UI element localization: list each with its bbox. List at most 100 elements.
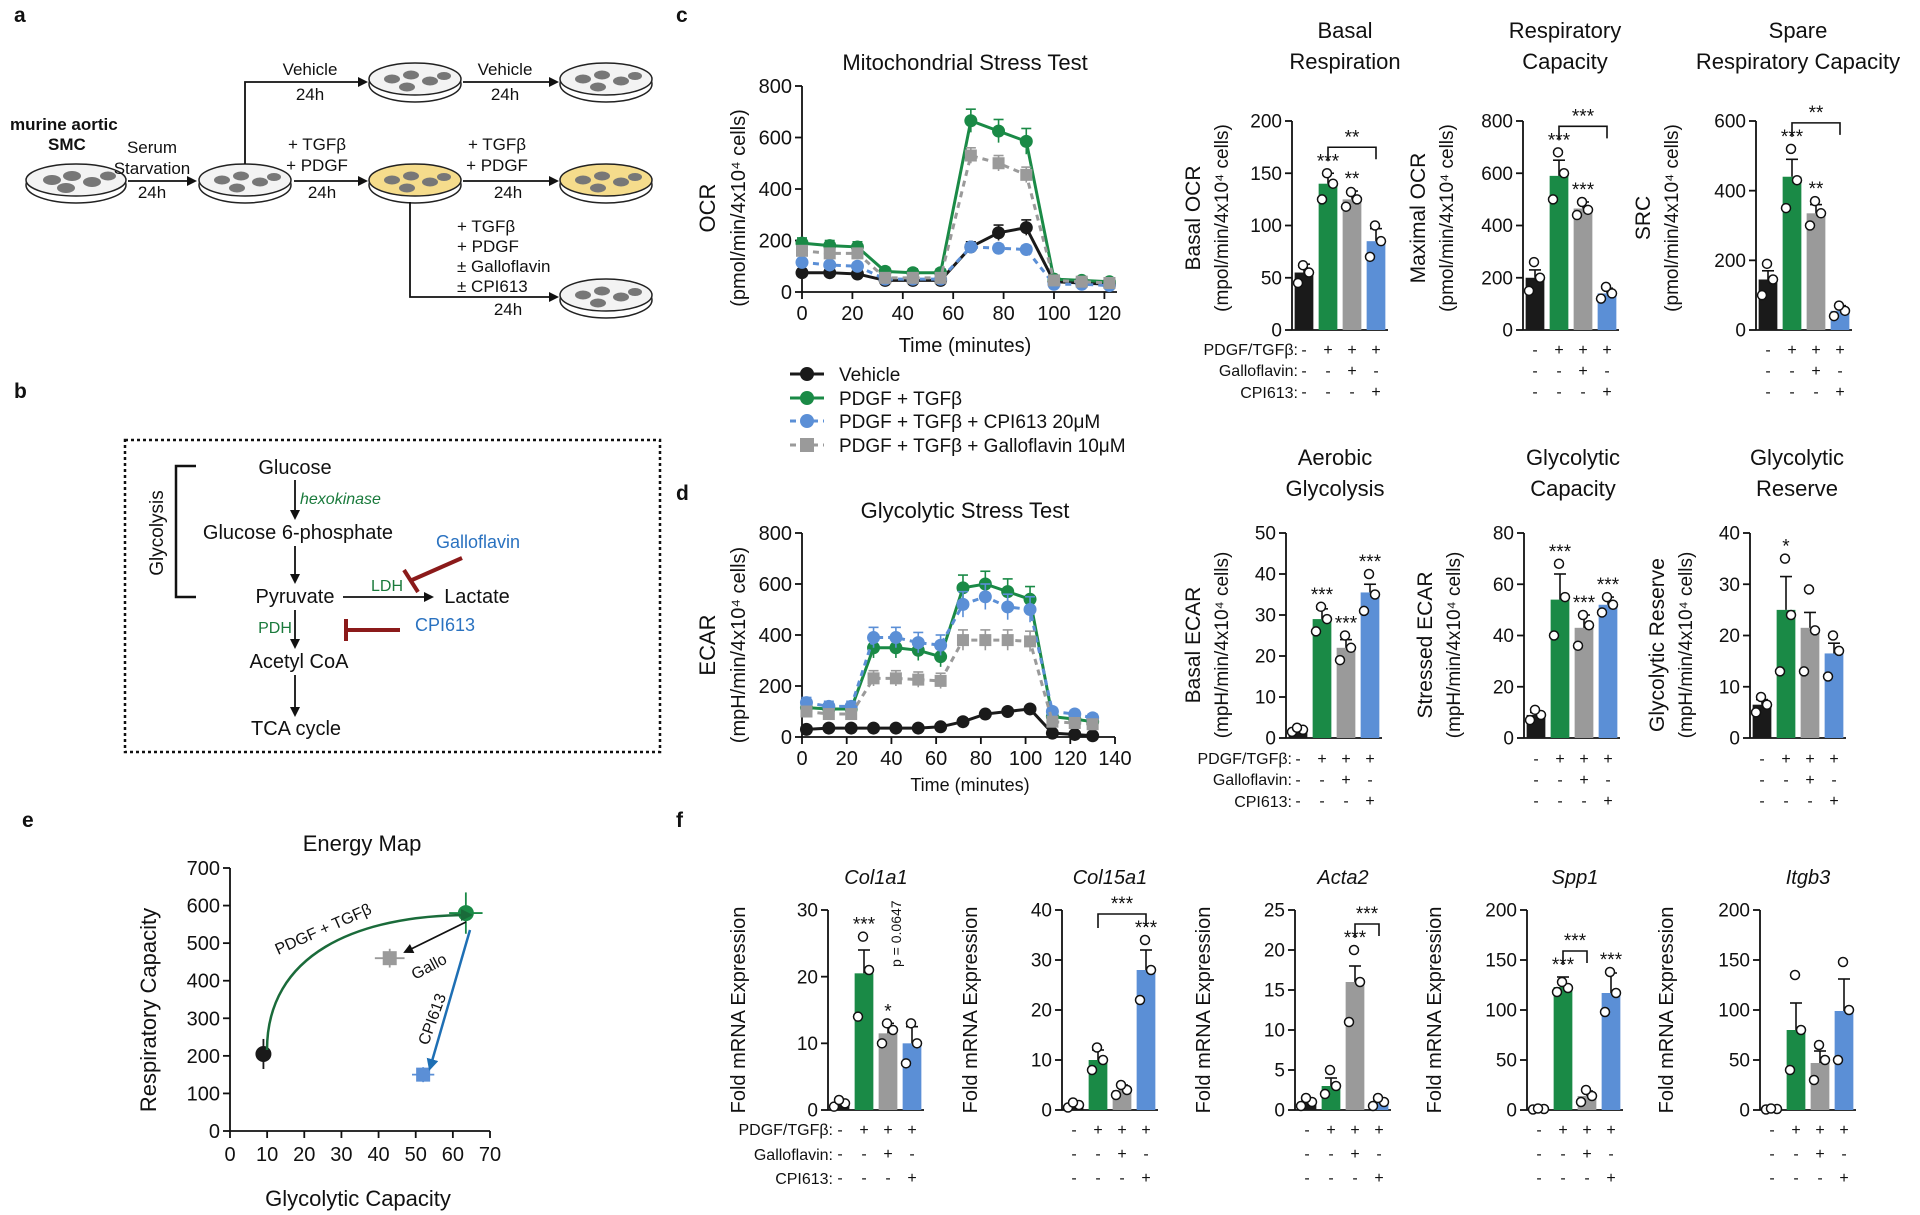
treatment-sign: + — [1603, 793, 1612, 810]
replicate-point — [1297, 259, 1309, 271]
replicate-point — [1832, 1054, 1844, 1066]
legend-treated: PDGF + TGFβ — [790, 389, 962, 410]
hexokinase-label: hexokinase — [300, 491, 381, 508]
treatment-sign: + — [1839, 1170, 1848, 1187]
x-tick-label: 0 — [224, 1144, 235, 1166]
y-tick-label: 0 — [1506, 1101, 1517, 1122]
f1-pvalue: p = 0.0647 — [888, 900, 904, 967]
galloflavin-inhibition — [411, 556, 463, 582]
vehicle-label-2: Vehicle — [478, 60, 533, 79]
treatment-sign: - — [1295, 772, 1300, 789]
inhib-label-1: + TGFβ — [457, 217, 515, 236]
y-tick-label: 10 — [797, 1034, 818, 1055]
f-col15a1-signs: - + + +- - + -- - - + — [1071, 1122, 1150, 1187]
treatment-sign: + — [859, 1122, 868, 1139]
energy-point — [255, 1045, 272, 1062]
data-point — [1086, 718, 1099, 731]
c-line-ylabel: OCR — [695, 184, 720, 233]
bracket-stars: ** — [1345, 127, 1360, 148]
replicate-point — [1375, 235, 1387, 247]
data-point — [934, 650, 948, 664]
data-point — [879, 271, 892, 284]
bar — [1601, 993, 1621, 1110]
replicate-point — [1086, 1064, 1098, 1076]
y-tick-label: 10 — [1719, 677, 1740, 698]
tca-label: TCA cycle — [251, 718, 341, 740]
bracket-stars: *** — [1356, 904, 1379, 925]
treatment-sign: - — [909, 1146, 914, 1163]
bracket-stars: *** — [1111, 894, 1134, 915]
arrow-label-gallo: Gallo — [409, 951, 450, 984]
d-treatment-rows: PDGF/TGFβ: Galloflavin: CPI613: - + + +- - + -… — [1197, 751, 1838, 811]
replicate-point — [1604, 966, 1616, 978]
treatment-sign: - — [1536, 1122, 1541, 1139]
y-tick-label: 600 — [1481, 164, 1513, 185]
gene-title: Acta2 — [1316, 867, 1368, 889]
significance-stars: *** — [1549, 542, 1572, 563]
e-title: Energy Map — [303, 831, 422, 856]
treatment-sign: + — [1341, 751, 1350, 768]
replicate-point — [1295, 1100, 1307, 1112]
ldh-label: LDH — [371, 578, 403, 595]
treatment-sign: + — [1829, 793, 1838, 810]
data-point — [906, 271, 919, 284]
replicate-point — [1779, 553, 1791, 564]
series-line-0 — [802, 225, 1110, 286]
replicate-point — [911, 1038, 923, 1049]
c-line-chart: 0 200 400 600 800 0 20 40 60 80 100 120 — [759, 76, 1121, 325]
x-tick-label: 40 — [892, 303, 914, 325]
f2-ylabel: Fold mRNA Expression — [960, 907, 982, 1114]
e-scatter-chart: 0 100 200 300 400 500 600 700 0 10 20 30 40 50 60 70 — [187, 858, 502, 1166]
x-tick-label: 60 — [442, 1144, 464, 1166]
y-tick-label: 80 — [1493, 524, 1514, 545]
treatment-sign: + — [1323, 342, 1332, 359]
treatment-sign: + — [1579, 751, 1588, 768]
bar — [854, 973, 874, 1110]
galloflavin-inhibition-bar — [402, 568, 420, 594]
replicate-point — [1815, 208, 1827, 219]
y-tick-label: 800 — [759, 76, 792, 98]
treatment-sign: + — [1117, 1146, 1126, 1163]
data-point — [889, 631, 903, 645]
d-line-chart: 0 200 400 600 800 0 20 40 60 80 100 120 140 — [759, 523, 1132, 770]
x-tick-label: 80 — [992, 303, 1014, 325]
treatment-sign: - — [1560, 1170, 1565, 1187]
c-line-title: Mitochondrial Stress Test — [842, 50, 1087, 75]
bar — [1366, 241, 1386, 330]
replicate-point — [1780, 202, 1792, 214]
y-tick-label: 60 — [1493, 575, 1514, 596]
y-tick-label: 400 — [759, 625, 792, 647]
replicate-point — [1595, 293, 1607, 304]
treatment-sign: - — [1793, 1146, 1798, 1163]
replicate-point — [1767, 274, 1779, 285]
data-point — [934, 674, 947, 687]
treat-label-2b: + PDGF — [466, 156, 528, 175]
treatment-sign: - — [1557, 772, 1562, 789]
c-bar3-ylabel-units: (pmol/min/4x10⁴ cells) — [1662, 124, 1683, 312]
significance-stars: *** — [1311, 585, 1334, 606]
bar — [830, 1103, 850, 1110]
c-bar1-title-1: Basal — [1317, 18, 1372, 43]
treatment-sign: - — [1837, 363, 1842, 380]
c-bar2-title-2: Capacity — [1522, 49, 1608, 74]
energy-point — [416, 1067, 431, 1082]
pdh-label: PDH — [258, 620, 292, 637]
replicate-point — [1523, 285, 1535, 297]
replicate-point — [1529, 704, 1541, 716]
replicate-point — [1580, 1084, 1592, 1096]
treatment-sign: - — [1532, 363, 1537, 380]
c-bar3-title-1: Spare — [1769, 18, 1828, 43]
panel-label-e: e — [22, 809, 34, 832]
c-bar3-ylabel: SRC — [1632, 196, 1655, 240]
bar — [1834, 1011, 1854, 1110]
treatment-sign: + — [1781, 751, 1790, 768]
bracket-stars: *** — [1564, 931, 1587, 952]
replicate-point — [1559, 591, 1571, 603]
y-tick-label: 40 — [1031, 901, 1052, 922]
y-tick-label: 0 — [1735, 321, 1746, 342]
data-point — [851, 247, 864, 260]
replicate-point — [1339, 630, 1351, 641]
treat-time-1: 24h — [308, 183, 336, 202]
significance-bracket — [1354, 923, 1380, 938]
y-tick-label: 40 — [1493, 626, 1514, 647]
